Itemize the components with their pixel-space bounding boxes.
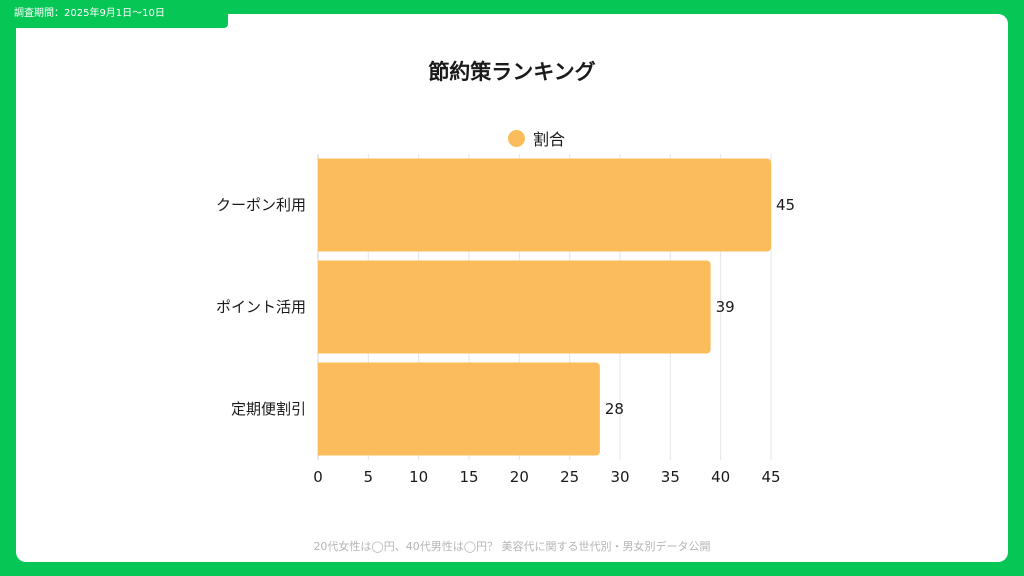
legend-swatch [508, 129, 525, 147]
x-tick-label: 45 [761, 468, 780, 486]
chart-legend: 割合 [508, 126, 565, 150]
bar [317, 260, 711, 354]
bar [318, 362, 600, 456]
bar-chart: クーポン利用 45 ポイント活用 39 定期便割引 28 0 5 10 15 20 25 30 35 40 4… [216, 154, 795, 486]
x-tick-label: 25 [560, 468, 579, 486]
x-tick-label: 30 [610, 468, 629, 486]
bar [318, 158, 771, 252]
x-tick-label: 0 [313, 468, 323, 486]
data-label: 39 [716, 298, 735, 316]
legend-label: 割合 [533, 130, 566, 149]
x-tick-label: 5 [364, 468, 374, 486]
data-label: 28 [605, 400, 624, 418]
article-footer-text: 20代女性は◯円、40代男性は◯円？ 美容代に関する世代別・男女別データ公開 [313, 540, 711, 553]
x-tick-label: 15 [459, 468, 478, 486]
chart-title: 節約策ランキング [428, 60, 596, 84]
category-label: 定期便割引 [231, 400, 306, 418]
chart-card: 節約策ランキング 割合 クーポン利用 45 ポイント活用 39 定期便割引 28 0 5 10 1… [16, 14, 1008, 562]
x-tick-label: 20 [510, 468, 529, 486]
x-tick-label: 35 [661, 468, 680, 486]
category-label: ポイント活用 [216, 298, 306, 316]
survey-period-label: 調査期間：2025年9月1日～10日 [0, 0, 228, 28]
x-tick-label: 10 [409, 468, 428, 486]
x-tick-label: 40 [711, 468, 730, 486]
data-label: 45 [776, 196, 795, 214]
category-label: クーポン利用 [216, 196, 306, 214]
